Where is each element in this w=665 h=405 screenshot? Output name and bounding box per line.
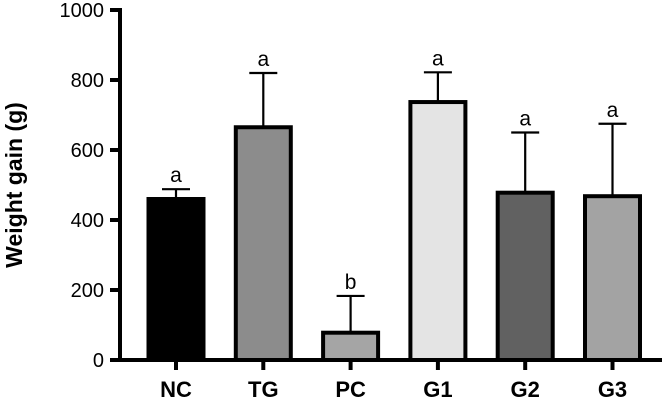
significance-label: a [170, 164, 182, 187]
x-tick-label: G3 [598, 377, 627, 402]
significance-label: a [257, 48, 269, 71]
bar-g3 [583, 194, 642, 362]
y-axis: 0 200 400 600 800 1000 [60, 0, 122, 372]
bar-g1 [408, 100, 468, 363]
significance-label: a [519, 108, 531, 131]
y-tick-label: 1000 [60, 0, 105, 22]
y-tick-label: 0 [93, 350, 104, 372]
significance-label: b [345, 271, 357, 294]
bars-group: a a b a a a [146, 47, 642, 363]
y-axis-title: Weight gain (g) [1, 102, 27, 268]
significance-label: a [432, 47, 444, 70]
bar-pc [321, 330, 381, 363]
x-tick-label: TG [248, 377, 279, 402]
y-tick-label: 600 [71, 140, 104, 162]
x-tick-label: PC [335, 377, 366, 402]
bar-nc [146, 197, 206, 362]
x-tick-label: G2 [511, 377, 540, 402]
significance-label: a [607, 99, 619, 122]
bar-g2 [495, 190, 555, 362]
y-tick-label: 200 [71, 280, 104, 302]
x-tick-label: G1 [423, 377, 452, 402]
x-tick-label: NC [160, 377, 192, 402]
bar-tg [233, 125, 293, 362]
y-tick-label: 400 [71, 210, 104, 232]
x-axis: NC TG PC G1 G2 G3 [118, 358, 662, 402]
y-tick-label: 800 [71, 70, 104, 92]
